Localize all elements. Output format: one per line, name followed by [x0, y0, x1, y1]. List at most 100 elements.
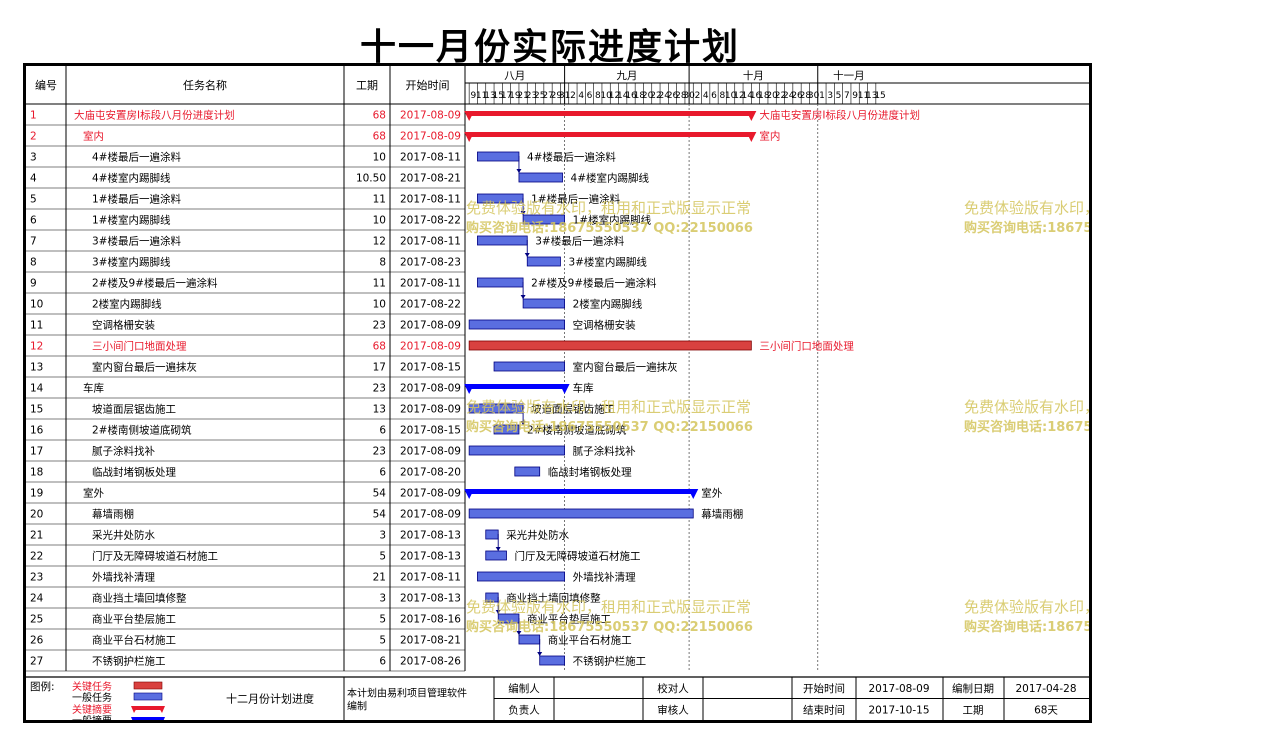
footer-compiler-label: 编制人 [508, 682, 540, 695]
summary-end-marker [746, 132, 757, 142]
task-duration: 11 [373, 194, 386, 206]
task-duration: 68 [373, 110, 386, 122]
task-name: 2#楼南侧坡道底砌筑 [92, 424, 192, 437]
task-bar [522, 214, 566, 225]
footer-reviewer-label: 审核人 [657, 703, 689, 716]
task-id: 6 [30, 215, 37, 227]
summary-bar [469, 111, 752, 116]
day-label: 6 [587, 91, 593, 101]
task-bar-label: 不锈钢护栏施工 [573, 655, 647, 668]
task-start: 2017-08-09 [400, 446, 461, 458]
day-label: 8 [595, 91, 601, 101]
footer-checker-label: 校对人 [657, 682, 689, 695]
task-duration: 23 [373, 446, 386, 458]
day-label: 20 [766, 91, 778, 101]
task-bar [493, 424, 520, 435]
task-duration: 11 [373, 278, 386, 290]
task-id: 12 [30, 341, 43, 353]
task-name: 车库 [83, 382, 104, 395]
day-label: 5 [836, 91, 842, 101]
day-label: 6 [711, 91, 717, 101]
task-bar [468, 445, 565, 456]
task-start: 2017-08-09 [400, 320, 461, 332]
day-label: 26 [667, 91, 679, 101]
summary-bar [469, 489, 694, 494]
day-label: 20 [642, 91, 654, 101]
day-label: 15 [874, 91, 885, 101]
column-header-duration: 工期 [356, 79, 378, 92]
day-label: 30 [808, 91, 820, 101]
task-id: 9 [30, 278, 37, 290]
task-duration: 3 [379, 530, 386, 542]
month-label: 十一月 [833, 69, 865, 82]
watermark-line-2: 购买咨询电话:18675550537 QQ:22150066 [964, 619, 1089, 635]
dependency-arrowhead [520, 211, 526, 215]
task-start: 2017-08-26 [400, 656, 461, 668]
task-bar-label: 商业平台石材施工 [548, 634, 632, 647]
month-label: 九月 [616, 70, 637, 82]
footer-end-label: 结束时间 [803, 703, 845, 716]
summary-end-marker [746, 111, 757, 121]
task-id: 18 [30, 467, 43, 479]
task-bar [477, 151, 520, 162]
dependency-arrowhead [495, 610, 501, 614]
summary-start-marker [464, 132, 475, 142]
task-name: 腻子涂料找补 [92, 445, 155, 458]
task-id: 22 [30, 551, 43, 563]
summary-start-marker [464, 111, 475, 121]
task-name: 1#楼最后一遍涂料 [92, 193, 181, 206]
task-bar [522, 298, 566, 309]
footer-end-value: 2017-10-15 [868, 704, 929, 716]
legend-swatch-normal [133, 692, 163, 701]
task-name: 幕墙雨棚 [92, 508, 134, 521]
task-name: 商业平台石材施工 [92, 634, 176, 647]
legend-label: 关键摘要 [72, 703, 112, 716]
task-id: 3 [30, 152, 37, 164]
task-start: 2017-08-09 [400, 131, 461, 143]
task-bar-label: 3#楼最后一遍涂料 [535, 235, 624, 248]
task-bar-label: 1#楼最后一遍涂料 [531, 193, 620, 206]
column-header-id: 编号 [35, 78, 57, 92]
task-bar-label: 临战封堵钢板处理 [548, 466, 632, 479]
task-name: 商业挡土墙回填修整 [92, 592, 187, 605]
day-label: 24 [659, 91, 671, 101]
task-name: 4#楼最后一遍涂料 [92, 151, 181, 164]
dependency-arrowhead [537, 652, 543, 656]
column-header-name: 任务名称 [183, 78, 227, 92]
task-bar [485, 529, 499, 540]
task-bar-label: 商业挡土墙回填修整 [506, 592, 601, 605]
task-id: 14 [30, 383, 44, 395]
day-label: 10 [600, 91, 612, 101]
task-start: 2017-08-15 [400, 362, 461, 374]
footer-duration-value: 68天 [1034, 704, 1058, 716]
task-id: 19 [30, 488, 43, 500]
task-duration: 6 [379, 425, 386, 437]
task-duration: 3 [379, 593, 386, 605]
task-bar-label: 商业平台垫层施工 [527, 613, 611, 626]
task-start: 2017-08-20 [400, 467, 461, 479]
task-id: 8 [30, 257, 37, 269]
task-name: 采光井处防水 [92, 529, 155, 542]
task-bar-label: 2楼室内踢脚线 [573, 298, 643, 311]
task-id: 10 [30, 299, 43, 311]
task-bar-label: 车库 [573, 382, 594, 395]
task-bar [477, 277, 524, 288]
watermark-line-2: 购买咨询电话:18675550537 QQ:22150066 [964, 419, 1089, 435]
day-label: 29 [551, 91, 563, 101]
task-id: 25 [30, 614, 43, 626]
watermark-line-1: 免费体验版有水印，租用和正式版显示正常 [466, 199, 751, 217]
task-id: 4 [30, 173, 37, 185]
dependency-arrowhead [495, 547, 501, 551]
footer-software-note-2: 编制 [347, 700, 367, 713]
task-start: 2017-08-09 [400, 488, 461, 500]
task-bar [518, 172, 563, 183]
task-duration: 10 [373, 299, 386, 311]
day-label: 15 [493, 91, 504, 101]
watermark-line-2: 购买咨询电话:18675550537 QQ:22150066 [466, 419, 753, 435]
task-name: 坡道面层锯齿施工 [92, 403, 176, 416]
task-bar-label: 外墙找补清理 [573, 571, 636, 584]
task-bar-label: 4#楼室内踢脚线 [571, 172, 650, 185]
task-bar [539, 655, 566, 666]
day-label: 4 [578, 91, 584, 101]
task-start: 2017-08-09 [400, 404, 461, 416]
